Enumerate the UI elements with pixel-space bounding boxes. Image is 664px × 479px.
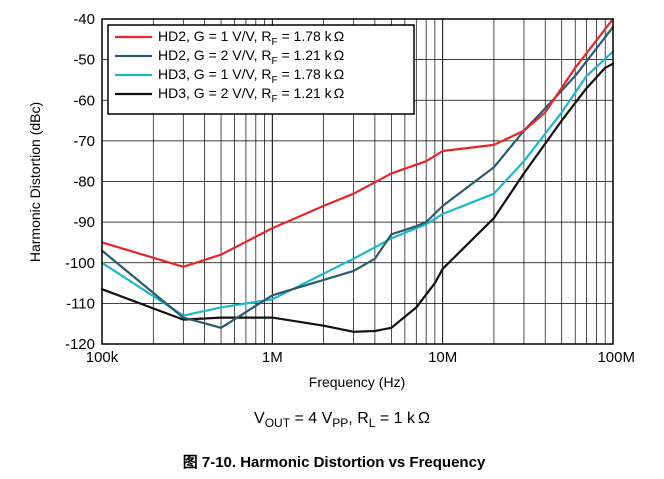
y-tick-label: -40 (73, 11, 95, 28)
series-line-3 (100, 50, 615, 317)
cond-v-value: = 4 V (290, 410, 333, 427)
legend-label-unit: Ω (334, 66, 344, 82)
legend-label-unit: Ω (334, 47, 344, 63)
cond-l-sub: L (369, 416, 376, 430)
legend-box (107, 24, 415, 115)
series-line-1 (100, 17, 615, 268)
y-tick-label: -120 (65, 336, 95, 353)
figure-caption: 图 7-10. Harmonic Distortion vs Frequency (183, 454, 486, 471)
x-tick-label: 1M (262, 349, 283, 366)
cond-omega: Ω (418, 410, 430, 427)
legend-label-value: = 1.78 k (278, 66, 333, 82)
legend-label-subscript: F (271, 75, 277, 86)
legend-label-main: HD3, G = 1 V/V, R (158, 66, 271, 82)
y-tick-label: -90 (73, 214, 95, 231)
y-tick-label: -70 (73, 133, 95, 150)
legend-label-main: HD2, G = 2 V/V, R (158, 47, 271, 63)
legend-label-subscript: F (271, 37, 277, 48)
cond-comma-r: , R (348, 410, 368, 427)
x-tick-label: 100k (86, 349, 119, 366)
y-axis-title: Harmonic Distortion (dBc) (27, 102, 43, 262)
y-tick-label: -110 (66, 295, 95, 312)
cond-v-sub: OUT (265, 416, 291, 430)
plot-frame (101, 18, 614, 345)
legend-label-value: = 1.78 k (278, 28, 333, 44)
legend-label-value: = 1.21 k (278, 47, 333, 63)
series-line-4 (100, 62, 615, 333)
cond-v: V (254, 410, 265, 427)
legend-label-value: = 1.21 k (278, 85, 333, 101)
cond-pp-sub: PP (332, 416, 348, 430)
legend-label-subscript: F (271, 94, 277, 105)
series-layer (100, 17, 615, 333)
series-line-2 (100, 26, 615, 329)
legend-label-unit: Ω (334, 28, 344, 44)
legend-label-main: HD2, G = 1 V/V, R (158, 28, 271, 44)
legend-label-main: HD3, G = 2 V/V, R (158, 85, 271, 101)
legend-label-unit: Ω (334, 85, 344, 101)
y-tick-label: -80 (73, 174, 95, 191)
x-axis-title: Frequency (Hz) (309, 374, 405, 390)
x-tick-label: 10M (428, 349, 457, 366)
y-tick-label: -60 (73, 92, 95, 109)
y-tick-label: -50 (73, 52, 95, 69)
y-tick-label: -100 (65, 255, 95, 272)
cond-r-value: = 1 k (375, 410, 416, 427)
legend-label-subscript: F (271, 56, 277, 67)
x-tick-label: 100M (597, 349, 635, 366)
